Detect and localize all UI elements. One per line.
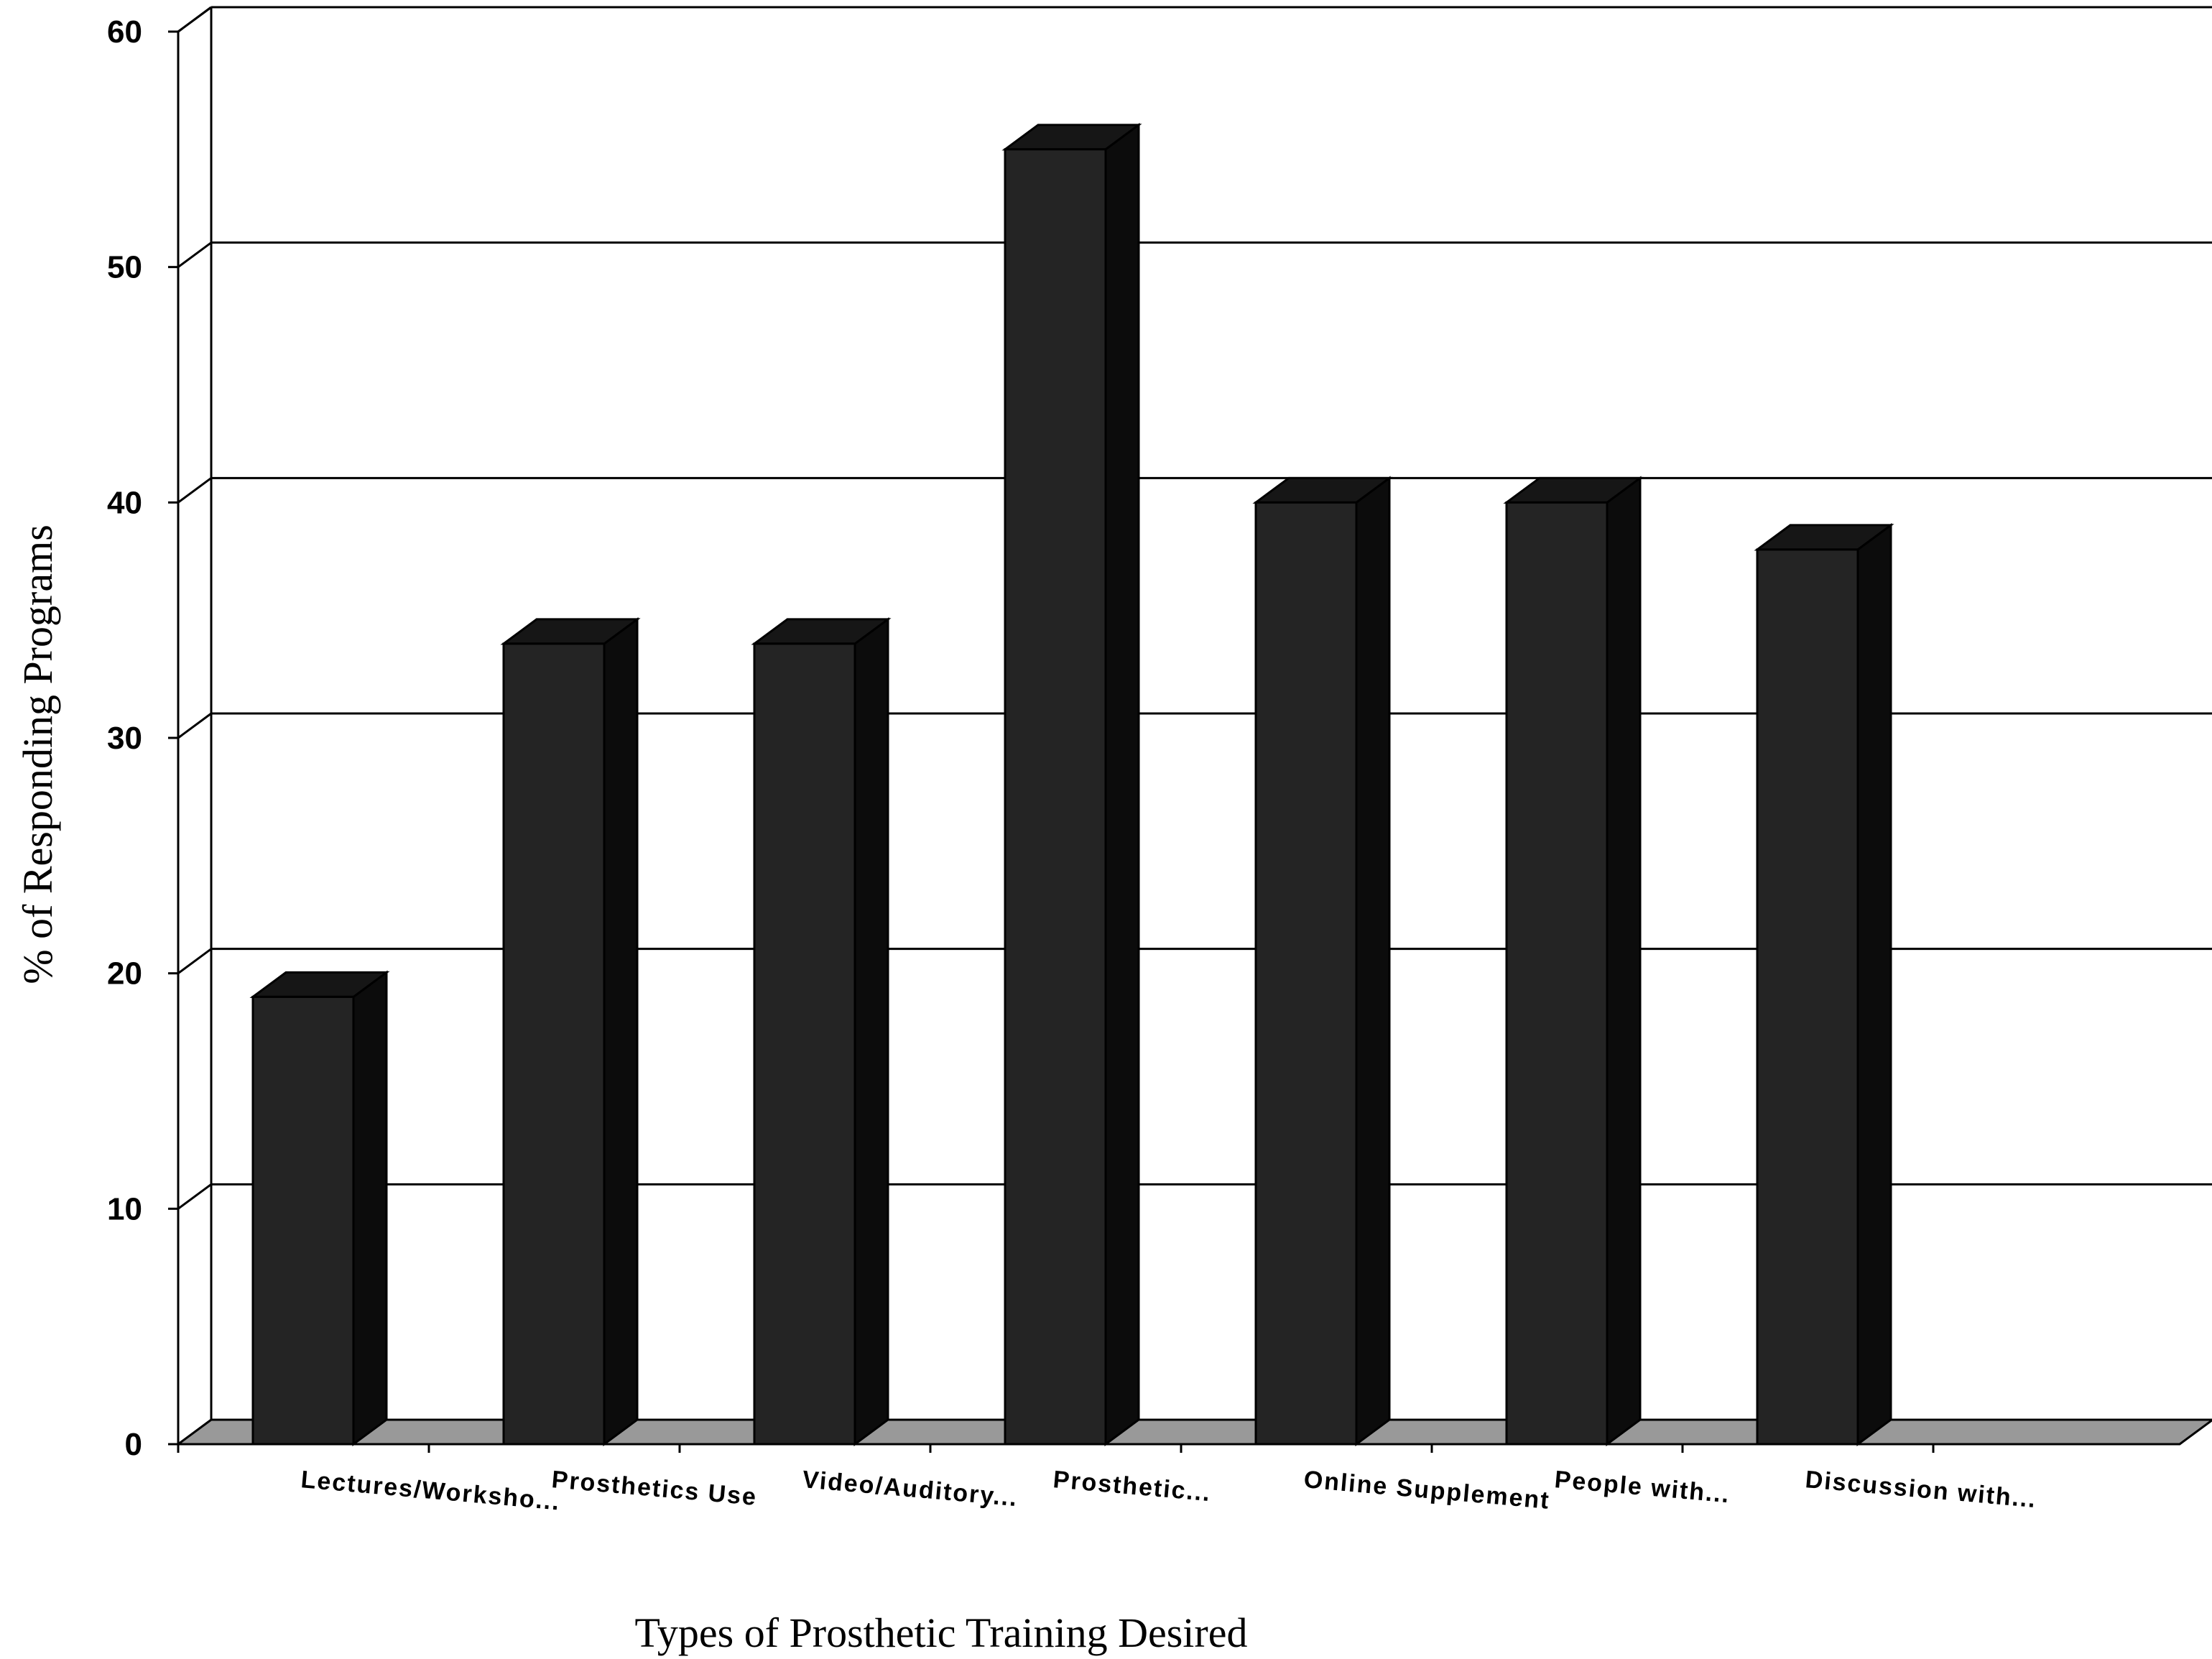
bar-side	[1856, 522, 1892, 1446]
y-axis-title: % of Responding Programs	[14, 524, 61, 984]
bar-side	[1104, 122, 1140, 1446]
x-axis-title: Types of Prosthetic Training Desired	[635, 1609, 1248, 1656]
floor-plane	[175, 1418, 2212, 1446]
y-tick-label: 30	[107, 721, 142, 756]
x-tick-label: Prosthetic...	[1052, 1466, 1212, 1507]
y-tick-label: 20	[107, 956, 142, 992]
y-tick-label: 10	[107, 1191, 142, 1226]
bar-side	[1355, 476, 1391, 1446]
bar-front	[753, 642, 856, 1446]
bar	[1252, 476, 1393, 1446]
x-tick-label: Lectures/Worksho...	[300, 1466, 561, 1515]
bar	[1503, 476, 1644, 1446]
bar-side	[603, 616, 639, 1446]
bars	[249, 122, 1894, 1446]
bar-side	[853, 616, 889, 1446]
gridline-side	[177, 6, 212, 33]
bar	[249, 970, 390, 1446]
x-tick-label: Online Supplement	[1302, 1466, 1551, 1515]
gridline-side	[177, 477, 212, 504]
gridline-side	[177, 948, 212, 974]
chart-floor	[175, 1418, 2212, 1446]
gridline-side	[177, 712, 212, 739]
x-tick-label: Video/Auditory...	[801, 1466, 1019, 1512]
bar-front	[502, 642, 606, 1446]
x-tick-label: People with...	[1553, 1466, 1731, 1508]
bar	[500, 616, 641, 1446]
x-tick-label: Prosthetics Use	[550, 1466, 758, 1511]
gridlines	[177, 6, 2212, 1446]
y-tick-label: 40	[107, 485, 142, 520]
x-tick-label: Discussion with...	[1804, 1466, 2037, 1513]
bar-front	[251, 995, 355, 1446]
y-tick-label: 50	[107, 250, 142, 285]
y-tick-label: 60	[107, 14, 142, 50]
y-axis-ticks: 0 10 20 30 40 50 60	[107, 14, 178, 1462]
bar-front	[1254, 501, 1358, 1446]
bar	[1754, 522, 1894, 1446]
gridline-side	[177, 241, 212, 268]
bar-side	[352, 970, 388, 1446]
bar	[1001, 122, 1142, 1446]
y-tick-label: 0	[125, 1427, 142, 1462]
bar	[751, 616, 892, 1446]
bar-front	[1756, 548, 1859, 1446]
x-axis-ticks: Lectures/Worksho...Prosthetics Use Video/…	[177, 1444, 2038, 1516]
gridline-side	[177, 1183, 212, 1210]
bar-front	[1505, 501, 1609, 1446]
bar-front	[1004, 148, 1107, 1446]
bar-side	[1606, 476, 1642, 1446]
